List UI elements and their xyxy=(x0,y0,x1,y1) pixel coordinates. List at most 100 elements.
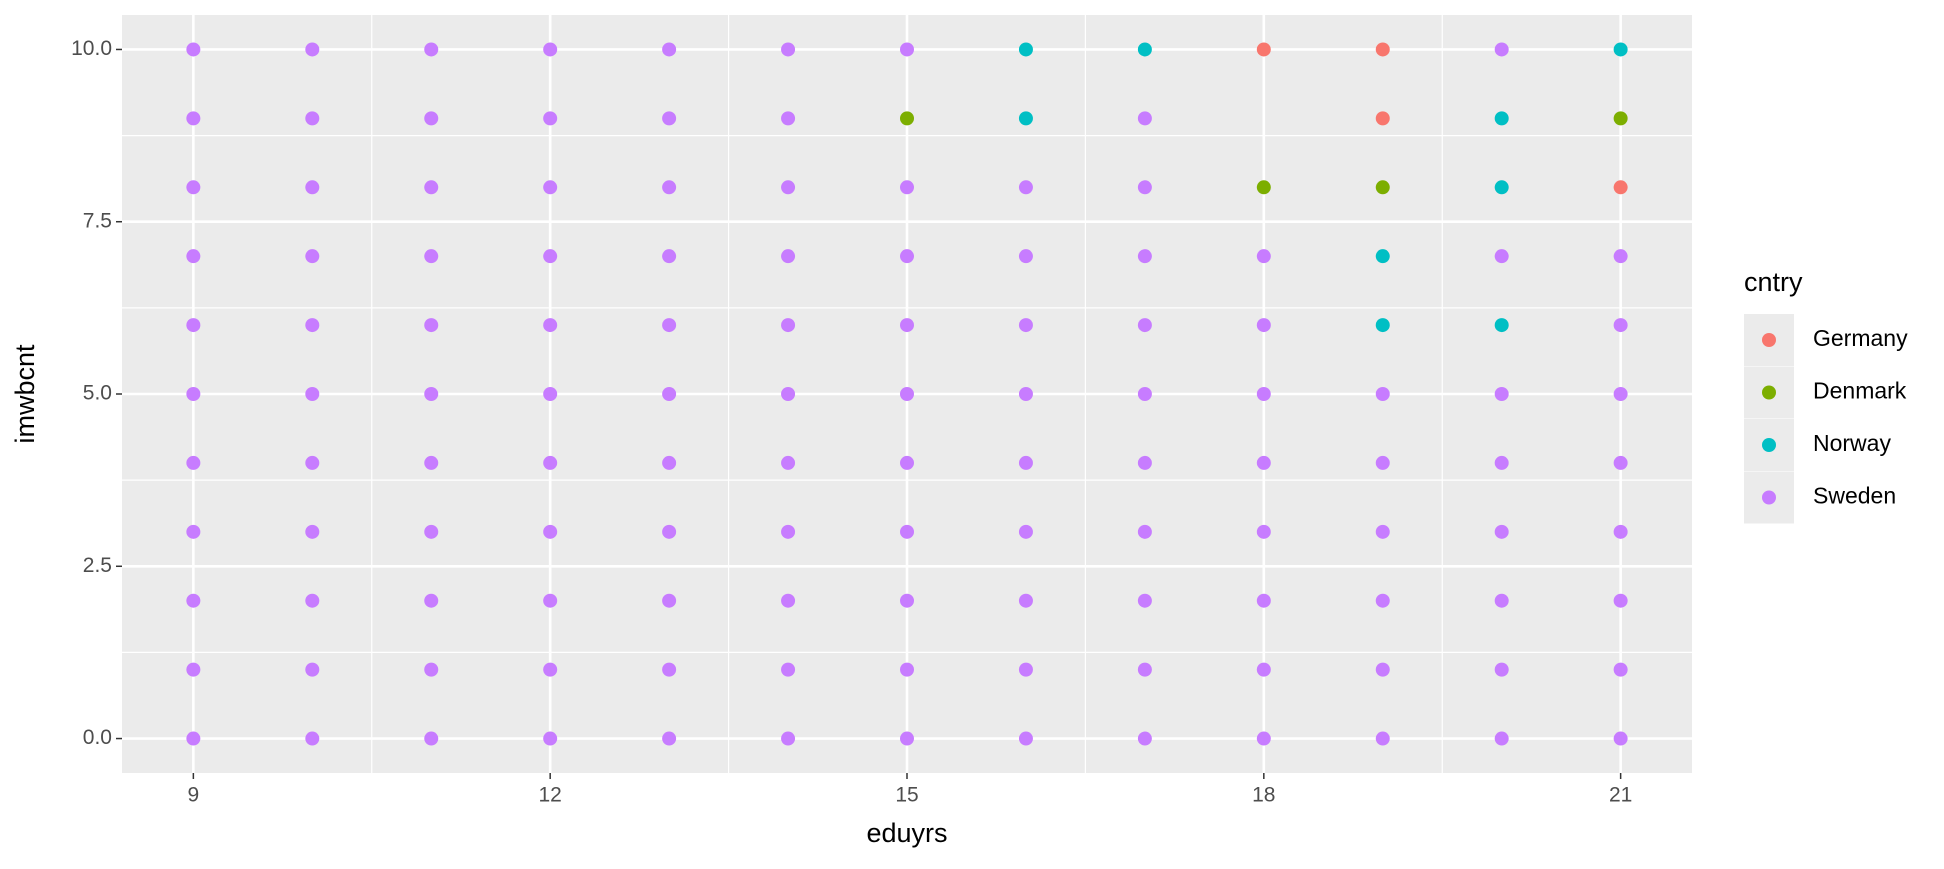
point xyxy=(1137,318,1152,333)
point xyxy=(1018,249,1033,264)
point xyxy=(424,318,439,333)
point xyxy=(1375,387,1390,401)
point xyxy=(543,111,558,126)
point xyxy=(1375,42,1390,57)
point xyxy=(900,111,914,126)
point xyxy=(1613,180,1628,195)
point xyxy=(305,593,320,608)
point xyxy=(186,249,201,264)
point xyxy=(662,662,677,677)
point xyxy=(900,180,914,195)
point xyxy=(1494,42,1509,57)
point xyxy=(1494,249,1509,264)
point xyxy=(186,593,201,608)
point xyxy=(1613,42,1628,57)
point xyxy=(900,524,914,539)
point xyxy=(1018,662,1033,677)
point xyxy=(1613,111,1628,126)
point xyxy=(1494,662,1509,677)
legend-marker xyxy=(1762,490,1776,505)
point xyxy=(781,731,796,746)
point xyxy=(424,42,439,57)
point xyxy=(900,249,914,264)
point xyxy=(662,180,677,195)
point xyxy=(305,387,320,401)
point xyxy=(1613,387,1628,401)
point xyxy=(781,180,796,195)
point xyxy=(1137,731,1152,746)
point xyxy=(1375,593,1390,608)
point xyxy=(1375,731,1390,746)
point xyxy=(1375,180,1390,195)
point xyxy=(1256,387,1271,401)
point xyxy=(1137,180,1152,195)
point xyxy=(1018,42,1033,57)
point xyxy=(305,731,320,746)
point xyxy=(1494,524,1509,539)
point xyxy=(424,455,439,470)
point xyxy=(1256,42,1271,57)
point xyxy=(662,249,677,264)
point xyxy=(1494,593,1509,608)
point xyxy=(543,524,558,539)
point xyxy=(662,111,677,126)
point xyxy=(543,42,558,57)
legend-marker xyxy=(1762,385,1776,400)
legend-marker xyxy=(1762,333,1776,347)
point xyxy=(543,180,558,195)
point xyxy=(1256,455,1271,470)
point xyxy=(662,387,677,401)
point xyxy=(186,318,201,333)
point xyxy=(305,662,320,677)
y-tick-label: 10.0 xyxy=(71,37,112,60)
point xyxy=(1375,662,1390,677)
point xyxy=(543,593,558,608)
point xyxy=(1613,593,1628,608)
point xyxy=(1494,387,1509,401)
point xyxy=(1137,593,1152,608)
x-axis-title: eduyrs xyxy=(866,818,947,848)
point xyxy=(1613,249,1628,264)
point xyxy=(1494,731,1509,746)
legend-label: Sweden xyxy=(1813,483,1896,509)
y-tick-label: 2.5 xyxy=(83,554,112,577)
point xyxy=(1256,593,1271,608)
point xyxy=(781,111,796,126)
legend-title: cntry xyxy=(1744,267,1803,297)
point xyxy=(1018,731,1033,746)
point xyxy=(186,524,201,539)
point xyxy=(1613,731,1628,746)
point xyxy=(424,180,439,195)
point xyxy=(424,662,439,677)
point xyxy=(1018,318,1033,333)
point xyxy=(1375,111,1390,126)
point xyxy=(1018,593,1033,608)
point xyxy=(1375,524,1390,539)
point xyxy=(424,249,439,264)
point xyxy=(1018,180,1033,195)
point xyxy=(1018,387,1033,401)
point xyxy=(1137,249,1152,264)
point xyxy=(543,662,558,677)
point xyxy=(1613,524,1628,539)
point xyxy=(186,180,201,195)
point xyxy=(543,318,558,333)
point xyxy=(305,111,320,126)
point xyxy=(543,455,558,470)
point xyxy=(1256,662,1271,677)
point xyxy=(1256,318,1271,333)
legend-label: Germany xyxy=(1813,325,1908,351)
point xyxy=(900,42,914,57)
point xyxy=(186,42,201,57)
point xyxy=(662,42,677,57)
y-tick-label: 0.0 xyxy=(83,726,112,749)
point xyxy=(662,455,677,470)
point xyxy=(424,593,439,608)
point xyxy=(1137,662,1152,677)
point xyxy=(781,662,796,677)
point xyxy=(424,111,439,126)
point xyxy=(305,249,320,264)
point xyxy=(1137,524,1152,539)
x-tick-label: 9 xyxy=(188,784,200,807)
point xyxy=(662,524,677,539)
